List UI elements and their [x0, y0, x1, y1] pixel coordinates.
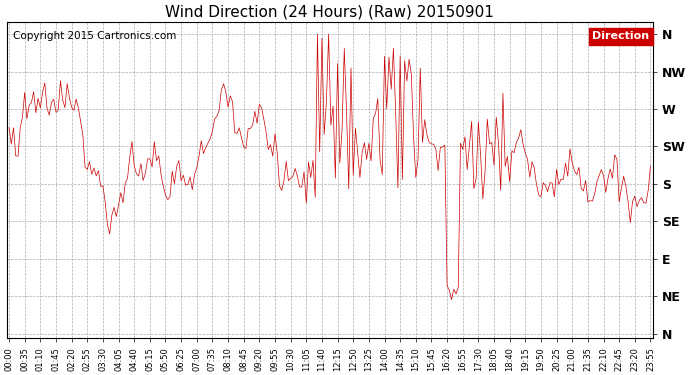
Text: Copyright 2015 Cartronics.com: Copyright 2015 Cartronics.com	[13, 31, 177, 41]
Text: Direction: Direction	[592, 31, 649, 41]
Title: Wind Direction (24 Hours) (Raw) 20150901: Wind Direction (24 Hours) (Raw) 20150901	[166, 4, 494, 19]
